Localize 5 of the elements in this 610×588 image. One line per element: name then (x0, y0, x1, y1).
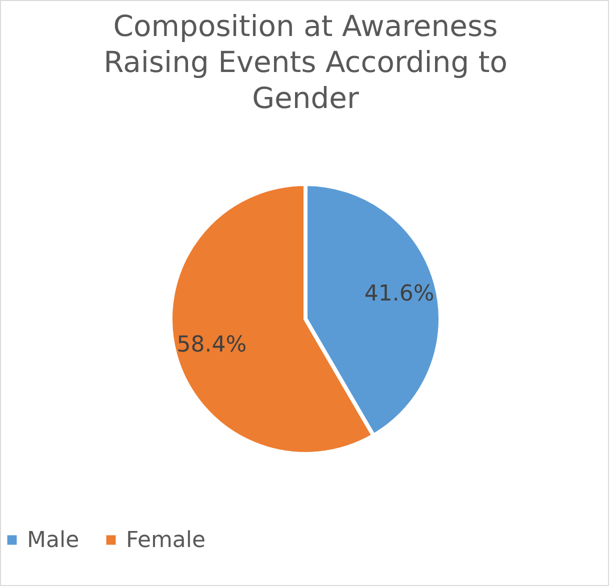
data-label: 58.4% (176, 332, 247, 358)
chart-title: Composition at Awareness Raising Events According to Gender (104, 9, 508, 115)
data-label: 41.6% (364, 282, 434, 307)
legend-label: Female (126, 528, 206, 553)
legend-label: Male (27, 528, 80, 553)
